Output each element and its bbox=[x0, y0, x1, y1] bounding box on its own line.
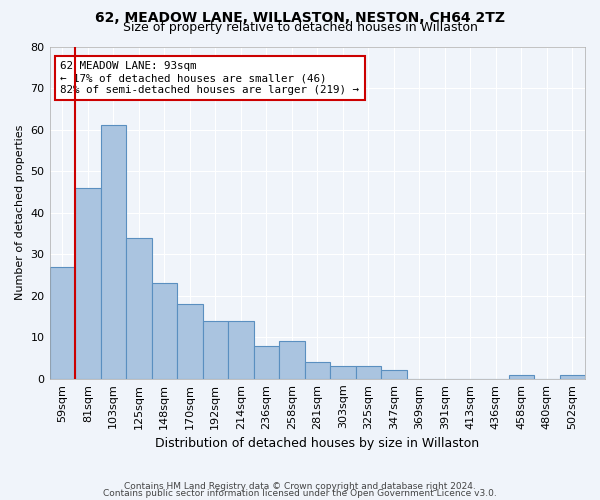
Bar bbox=[203, 320, 228, 379]
Bar bbox=[50, 266, 75, 379]
Bar bbox=[330, 366, 356, 379]
X-axis label: Distribution of detached houses by size in Willaston: Distribution of detached houses by size … bbox=[155, 437, 479, 450]
Bar bbox=[356, 366, 381, 379]
Text: Contains HM Land Registry data © Crown copyright and database right 2024.: Contains HM Land Registry data © Crown c… bbox=[124, 482, 476, 491]
Bar bbox=[228, 320, 254, 379]
Text: Size of property relative to detached houses in Willaston: Size of property relative to detached ho… bbox=[122, 22, 478, 35]
Bar bbox=[279, 342, 305, 379]
Bar bbox=[305, 362, 330, 379]
Text: Contains public sector information licensed under the Open Government Licence v3: Contains public sector information licen… bbox=[103, 489, 497, 498]
Text: 62 MEADOW LANE: 93sqm
← 17% of detached houses are smaller (46)
82% of semi-deta: 62 MEADOW LANE: 93sqm ← 17% of detached … bbox=[60, 62, 359, 94]
Bar bbox=[152, 284, 177, 379]
Bar bbox=[75, 188, 101, 379]
Y-axis label: Number of detached properties: Number of detached properties bbox=[15, 125, 25, 300]
Bar bbox=[509, 374, 534, 379]
Bar bbox=[177, 304, 203, 379]
Bar bbox=[254, 346, 279, 379]
Bar bbox=[126, 238, 152, 379]
Text: 62, MEADOW LANE, WILLASTON, NESTON, CH64 2TZ: 62, MEADOW LANE, WILLASTON, NESTON, CH64… bbox=[95, 11, 505, 25]
Bar bbox=[101, 126, 126, 379]
Bar bbox=[381, 370, 407, 379]
Bar bbox=[560, 374, 585, 379]
